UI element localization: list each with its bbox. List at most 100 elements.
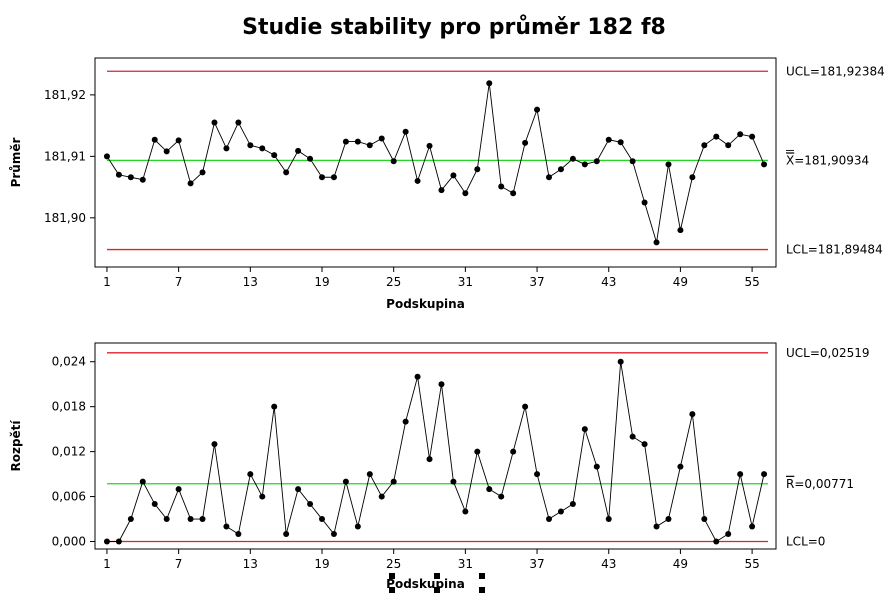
mean-data-point xyxy=(557,166,564,173)
mean-data-point xyxy=(319,174,325,181)
mean-data-point xyxy=(677,227,684,234)
range-data-point xyxy=(605,516,612,523)
mean-data-point xyxy=(271,152,278,159)
mean-data-point xyxy=(354,138,361,145)
mean-data-point xyxy=(330,174,337,181)
range-data-point xyxy=(211,441,218,448)
range-x-tick-label: 25 xyxy=(386,557,401,571)
range-data-point xyxy=(438,381,445,388)
mean-data-point xyxy=(474,166,481,173)
range-data-point xyxy=(283,531,290,538)
range-y-tick-label: 0,018 xyxy=(52,400,86,414)
range-x-tick-label: 55 xyxy=(744,557,759,571)
range-data-point xyxy=(259,493,266,500)
range-data-point xyxy=(330,531,337,538)
mean-data-point xyxy=(127,174,134,181)
mean-lcl-label: LCL=181,89484 xyxy=(786,243,883,257)
selection-handle[interactable] xyxy=(434,587,440,593)
selection-handle[interactable] xyxy=(434,573,440,579)
mean-data-point xyxy=(605,136,612,143)
mean-x-tick-label: 13 xyxy=(243,275,258,289)
mean-data-point xyxy=(725,142,732,149)
mean-data-point xyxy=(426,142,433,149)
selection-handle[interactable] xyxy=(389,587,395,593)
mean-x-tick-label: 55 xyxy=(744,275,759,289)
range-data-point xyxy=(354,523,361,530)
mean-series-line xyxy=(106,83,765,243)
range-series-line xyxy=(106,361,765,543)
selection-handle[interactable] xyxy=(479,573,485,579)
mean-data-point xyxy=(259,145,266,152)
mean-x-tick-label: 7 xyxy=(175,275,183,289)
mean-data-point xyxy=(438,187,445,194)
range-data-point xyxy=(151,501,158,508)
mean-data-point xyxy=(617,139,624,146)
mean-data-point xyxy=(546,174,552,181)
mean-x-tick-label: 43 xyxy=(601,275,616,289)
range-data-point xyxy=(307,501,314,508)
range-x-tick-label: 37 xyxy=(529,557,544,571)
range-data-point xyxy=(617,358,624,365)
range-data-point xyxy=(522,403,529,410)
range-data-point xyxy=(689,411,696,418)
range-data-point xyxy=(534,471,541,478)
range-x-tick-label: 7 xyxy=(175,557,183,571)
mean-data-point xyxy=(199,169,206,176)
range-x-axis-label: Podskupina xyxy=(386,577,465,591)
mean-x-tick-label: 1 xyxy=(103,275,111,289)
range-data-point xyxy=(629,433,636,440)
mean-x-tick-label: 31 xyxy=(458,275,473,289)
selection-handles[interactable] xyxy=(389,573,485,593)
mean-data-point xyxy=(247,142,254,149)
range-data-point xyxy=(127,516,134,523)
range-y-tick-label: 0,024 xyxy=(52,355,86,369)
mean-x-tick-label: 25 xyxy=(386,275,401,289)
range-data-point xyxy=(223,523,230,530)
mean-data-point xyxy=(701,142,708,149)
mean-x-tick-label: 19 xyxy=(314,275,329,289)
mean-y-tick-label: 181,90 xyxy=(44,211,86,225)
mean-data-point xyxy=(462,190,469,197)
range-data-point xyxy=(199,516,206,523)
mean-data-point xyxy=(402,128,409,135)
mean-data-point xyxy=(593,158,600,165)
mean-data-point xyxy=(450,172,457,179)
range-data-point xyxy=(557,508,564,515)
range-data-point xyxy=(474,448,481,455)
mean-cl-label: X=181,90934 xyxy=(786,153,869,167)
mean-data-point xyxy=(235,119,242,126)
mean-data-point xyxy=(414,177,421,184)
range-data-point xyxy=(247,471,254,478)
range-x-tick-label: 19 xyxy=(314,557,329,571)
range-data-point xyxy=(426,456,433,463)
range-data-point xyxy=(462,508,469,515)
range-x-tick-label: 31 xyxy=(458,557,473,571)
range-data-point xyxy=(761,471,768,478)
range-data-point xyxy=(677,463,684,470)
range-data-point xyxy=(187,516,194,523)
range-data-point xyxy=(725,531,732,538)
mean-data-point xyxy=(295,147,302,154)
range-x-tick-label: 13 xyxy=(243,557,258,571)
range-data-point xyxy=(103,538,110,545)
range-y-axis-label: Rozpětí xyxy=(9,420,23,472)
range-data-point xyxy=(402,418,409,425)
range-data-point xyxy=(737,471,744,478)
range-data-point xyxy=(641,441,648,448)
range-data-point xyxy=(175,486,182,493)
range-data-point xyxy=(665,516,672,523)
selection-handle[interactable] xyxy=(479,587,485,593)
mean-data-point xyxy=(653,239,660,246)
range-data-point xyxy=(235,531,242,538)
mean-chart-panel: UCL=181,92384 X=181,90934 LCL=181,89484 181… xyxy=(9,57,885,311)
range-data-point xyxy=(581,426,588,433)
mean-data-point xyxy=(486,80,493,87)
mean-data-point xyxy=(641,199,648,206)
range-data-point xyxy=(653,523,660,530)
mean-data-point xyxy=(713,133,720,140)
mean-x-tick-label: 37 xyxy=(529,275,544,289)
mean-data-point xyxy=(151,136,158,143)
selection-handle[interactable] xyxy=(389,573,395,579)
range-data-point xyxy=(450,478,457,485)
range-data-point xyxy=(498,493,505,500)
